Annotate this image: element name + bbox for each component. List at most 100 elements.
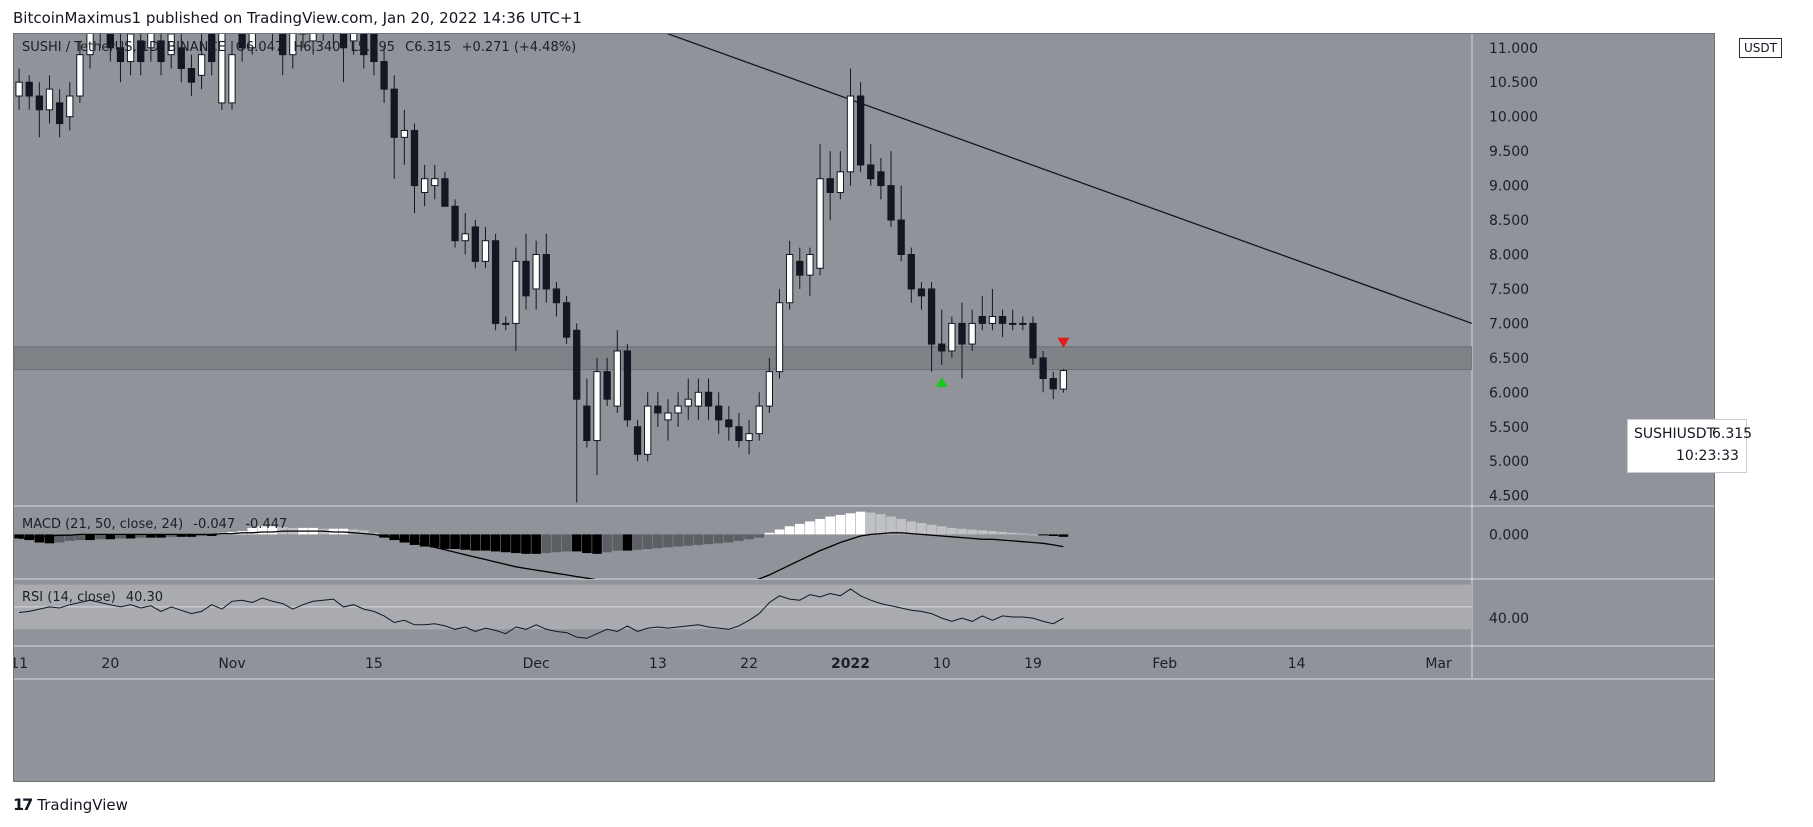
macd-histogram-bar (967, 529, 977, 535)
macd-histogram-bar (186, 534, 197, 537)
macd-histogram-bar (754, 534, 765, 538)
candle-down (897, 185, 905, 262)
macd-histogram-bar (947, 527, 957, 535)
macd-histogram-bar (75, 534, 85, 541)
macd-histogram-bar (85, 534, 95, 541)
legend-symbol[interactable]: SUSHI / TetherUS, 1D, BINANCE (22, 40, 226, 55)
candle-body (552, 288, 561, 304)
candle-up (968, 309, 976, 351)
currency-label[interactable]: USDT (1739, 38, 1782, 58)
macd-histogram-bar (156, 534, 166, 538)
y-tick-label: 9.000 (1489, 179, 1529, 195)
macd-histogram-bar (784, 526, 795, 535)
macd-histogram-bar (247, 527, 258, 535)
chart-svg[interactable]: 4.500 5.000 5.500 6.000 6.500 7.000 7.500 8.000… (14, 34, 1714, 781)
macd-histogram-bar (1058, 534, 1069, 537)
macd-histogram-bar (622, 534, 633, 551)
macd-histogram-bar (663, 534, 673, 548)
y-tick-label: 10.500 (1489, 75, 1538, 91)
candle-body (491, 240, 500, 324)
candle-down (907, 247, 915, 303)
candle-up (806, 247, 814, 296)
candle-body (1009, 322, 1017, 325)
candle-up (431, 164, 439, 200)
candle-body (877, 171, 885, 187)
candle-body (471, 226, 479, 262)
candle-body (887, 185, 895, 221)
macd-histogram-bar (815, 518, 825, 535)
price-pane (14, 34, 1472, 503)
candle-up (694, 378, 703, 420)
footer-brand[interactable]: 17 TradingView (13, 795, 128, 814)
macd-histogram-bar (95, 534, 105, 540)
y-tick-label: 6.000 (1489, 385, 1529, 401)
candle-up (309, 34, 317, 55)
rsi-label[interactable]: RSI (14, close) (22, 590, 116, 605)
macd-histogram-bar (926, 524, 937, 535)
candle-down (978, 295, 986, 331)
candle-body (177, 47, 185, 69)
candle-body (664, 412, 672, 421)
macd-histogram-bar (642, 534, 653, 549)
candle-body (532, 253, 540, 290)
candle-down (856, 82, 865, 172)
candle-up (289, 34, 297, 69)
macd-histogram-bar (906, 521, 917, 535)
candle-down (998, 309, 1007, 338)
x-tick-label: 2022 (831, 656, 870, 672)
candle-up (45, 75, 54, 124)
price-tag-countdown: 10:23:33 (1676, 448, 1739, 464)
y-tick-label: 5.500 (1489, 420, 1529, 436)
candle-body (431, 178, 439, 187)
price-tag-symbol: SUSHIUSDT (1634, 426, 1716, 442)
candle-up (461, 213, 469, 255)
candle-down (177, 34, 185, 83)
candle-up (846, 68, 855, 186)
candle-body (339, 34, 348, 49)
candle-body (836, 171, 844, 193)
macd-histogram-bar (723, 534, 734, 543)
descending-resistance-line (666, 34, 1472, 325)
candle-body (350, 34, 358, 42)
candle-up (400, 109, 408, 165)
macd-histogram-bar (653, 534, 663, 549)
candle-down (471, 220, 479, 269)
macd-histogram-bar (886, 516, 896, 535)
tradingview-logo-icon: 17 (13, 795, 33, 814)
macd-label[interactable]: MACD (21, 50, close, 24) (22, 517, 184, 532)
macd-histogram-bar (419, 534, 430, 547)
last-price-tag: SUSHIUSDT 6.315 10:23:33 (1627, 419, 1752, 473)
publisher-header: BitcoinMaximus1 published on TradingView… (13, 9, 582, 27)
candle-down (583, 378, 591, 448)
x-tick-label: Mar (1425, 656, 1452, 672)
macd-histogram-bar (977, 530, 988, 535)
macd-histogram-bar (673, 534, 683, 547)
candle-body (1059, 370, 1068, 390)
candle-body (502, 322, 510, 325)
candle-down (704, 378, 713, 420)
candle-body (86, 34, 94, 56)
chart-frame[interactable]: 4.500 5.000 5.500 6.000 6.500 7.000 7.500 8.000… (13, 33, 1782, 782)
macd-histogram-bar (744, 534, 754, 540)
candle-down (562, 295, 571, 345)
x-tick-label: 22 (740, 656, 758, 672)
macd-histogram-bar (267, 526, 278, 535)
macd-histogram-bar (571, 534, 582, 552)
candle-body (208, 34, 216, 63)
candle-down (1049, 371, 1057, 400)
candle-up (836, 151, 844, 200)
macd-histogram-bar (206, 534, 217, 537)
x-tick-label: 13 (649, 656, 667, 672)
candle-body (197, 54, 206, 76)
macd-histogram-bar (166, 534, 176, 537)
macd-histogram-bar (14, 534, 24, 539)
candle-down (491, 233, 500, 331)
candle-up (481, 226, 490, 269)
macd-histogram-bar (460, 534, 471, 550)
candle-up (248, 34, 256, 55)
macd-histogram-bar (348, 529, 359, 535)
macd-histogram-bar (794, 523, 805, 535)
candle-body (603, 371, 611, 400)
x-tick-label: 15 (365, 656, 383, 672)
macd-histogram-bar (369, 532, 379, 535)
